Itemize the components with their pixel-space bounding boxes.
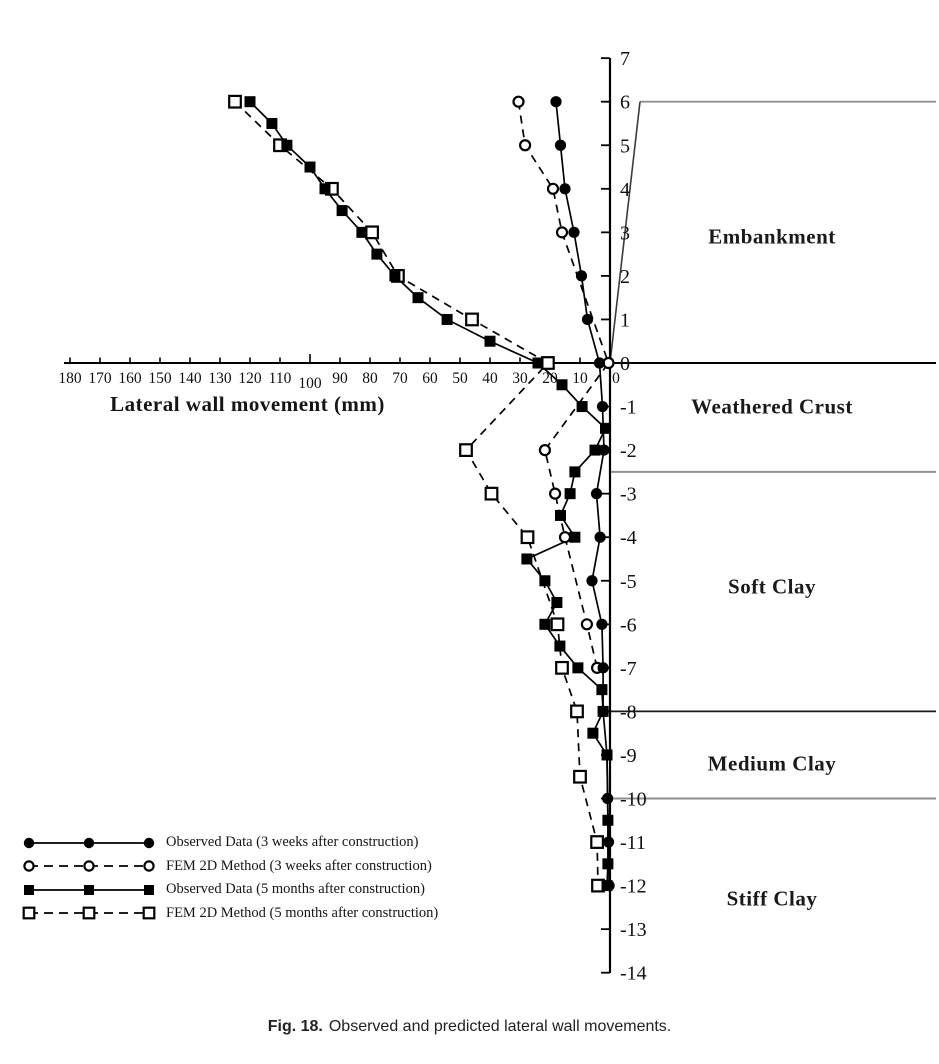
x-tick-label: 180 xyxy=(58,370,82,387)
legend-marker-sample xyxy=(23,837,155,848)
y-tick-label: -6 xyxy=(620,614,637,636)
legend-label: Observed Data (3 weeks after constructio… xyxy=(166,834,419,851)
y-tick-label: -14 xyxy=(620,963,647,985)
x-tick-label: 70 xyxy=(392,370,408,387)
y-tick-label: -3 xyxy=(620,484,637,506)
layer-label-embankment: Embankment xyxy=(708,224,836,249)
figure-caption: Fig. 18. Observed and predicted lateral w… xyxy=(0,1018,939,1036)
legend-item-observed-data-3-weeks-after-construction: Observed Data (3 weeks after constructio… xyxy=(22,831,438,855)
y-tick-label: -10 xyxy=(620,789,647,811)
y-tick-label: 5 xyxy=(620,135,630,157)
legend-label: FEM 2D Method (5 months after constructi… xyxy=(166,904,439,921)
y-tick-label: 0 xyxy=(620,353,630,375)
x-tick-label: 20 xyxy=(542,370,558,387)
y-tick-label: -2 xyxy=(620,440,637,462)
legend-item-fem-2d-method-5-months-after-construction: FEM 2D Method (5 months after constructi… xyxy=(22,902,438,926)
x-tick-label: 50 xyxy=(452,370,468,387)
series-line-fem-2d-method-3-weeks-after-construction xyxy=(517,101,610,669)
series-line-fem-2d-method-5-months-after-construction xyxy=(234,101,599,886)
legend-label: FEM 2D Method (3 weeks after constructio… xyxy=(166,857,432,874)
legend-item-observed-data-5-months-after-construction: Observed Data (5 months after constructi… xyxy=(22,878,438,902)
legend-label: Observed Data (5 months after constructi… xyxy=(166,881,425,898)
layer-label-stiff-clay: Stiff Clay xyxy=(726,886,818,911)
y-tick-label: -1 xyxy=(620,397,637,419)
x-tick-label: 40 xyxy=(482,370,498,387)
y-tick-label: -13 xyxy=(620,919,647,941)
x-tick-label: 0 xyxy=(612,370,620,387)
y-tick-label: 3 xyxy=(620,222,630,244)
x-tick-label: 60 xyxy=(422,370,438,387)
figure-caption-number: Fig. 18. xyxy=(267,1018,323,1035)
y-tick-label: -9 xyxy=(620,745,637,767)
x-tick-label: 80 xyxy=(362,370,378,387)
y-tick-label: 1 xyxy=(620,309,630,331)
y-tick-label: 7 xyxy=(620,48,630,70)
y-tick-label: -8 xyxy=(620,701,637,723)
legend-marker-sample xyxy=(22,906,156,920)
legend: Observed Data (3 weeks after constructio… xyxy=(22,831,438,925)
y-tick-label: -12 xyxy=(620,876,647,898)
x-tick-label: 30 xyxy=(512,370,528,387)
y-tick-label: 2 xyxy=(620,266,630,288)
figure-caption-text: Observed and predicted lateral wall move… xyxy=(328,1018,672,1035)
x-tick-label: 120 xyxy=(238,370,262,387)
series-markers-fem-2d-method-5-months-after-construction xyxy=(228,94,605,893)
x-tick-label: 90 xyxy=(332,370,348,387)
x-tick-label: 150 xyxy=(148,370,172,387)
series-markers-observed-data-3-weeks-after-construction xyxy=(550,96,615,892)
x-tick-label: 100 xyxy=(298,375,322,392)
layer-label-weathered-crust: Weathered Crust xyxy=(691,394,853,419)
x-tick-label: 160 xyxy=(118,370,142,387)
layer-label-soft-clay: Soft Clay xyxy=(728,574,816,599)
y-tick-label: 6 xyxy=(620,92,630,114)
x-tick-label: 110 xyxy=(269,370,292,387)
series-line-observed-data-5-months-after-construction xyxy=(249,101,609,886)
y-tick-label: -5 xyxy=(620,571,637,593)
x-tick-label: 130 xyxy=(208,370,232,387)
embankment-slope-line xyxy=(609,101,641,364)
x-tick-label: 10 xyxy=(572,370,588,387)
x-tick-label: 170 xyxy=(88,370,112,387)
legend-marker-sample xyxy=(23,860,155,872)
legend-marker-sample xyxy=(24,884,154,895)
chart-canvas: 180 170 160 150 140 130 120 110 100 90 80 70 60 50 40 3… xyxy=(58,48,936,985)
y-tick-label: -11 xyxy=(620,832,646,854)
layer-label-medium-clay: Medium Clay xyxy=(707,751,837,776)
legend-item-fem-2d-method-3-weeks-after-construction: FEM 2D Method (3 weeks after constructio… xyxy=(22,855,438,879)
x-tick-label: 140 xyxy=(178,370,202,387)
y-tick-label: 4 xyxy=(620,179,630,201)
y-tick-label: -4 xyxy=(620,527,637,549)
y-tick-label: -7 xyxy=(620,658,637,680)
x-axis-title: Lateral wall movement (mm) xyxy=(110,392,385,416)
